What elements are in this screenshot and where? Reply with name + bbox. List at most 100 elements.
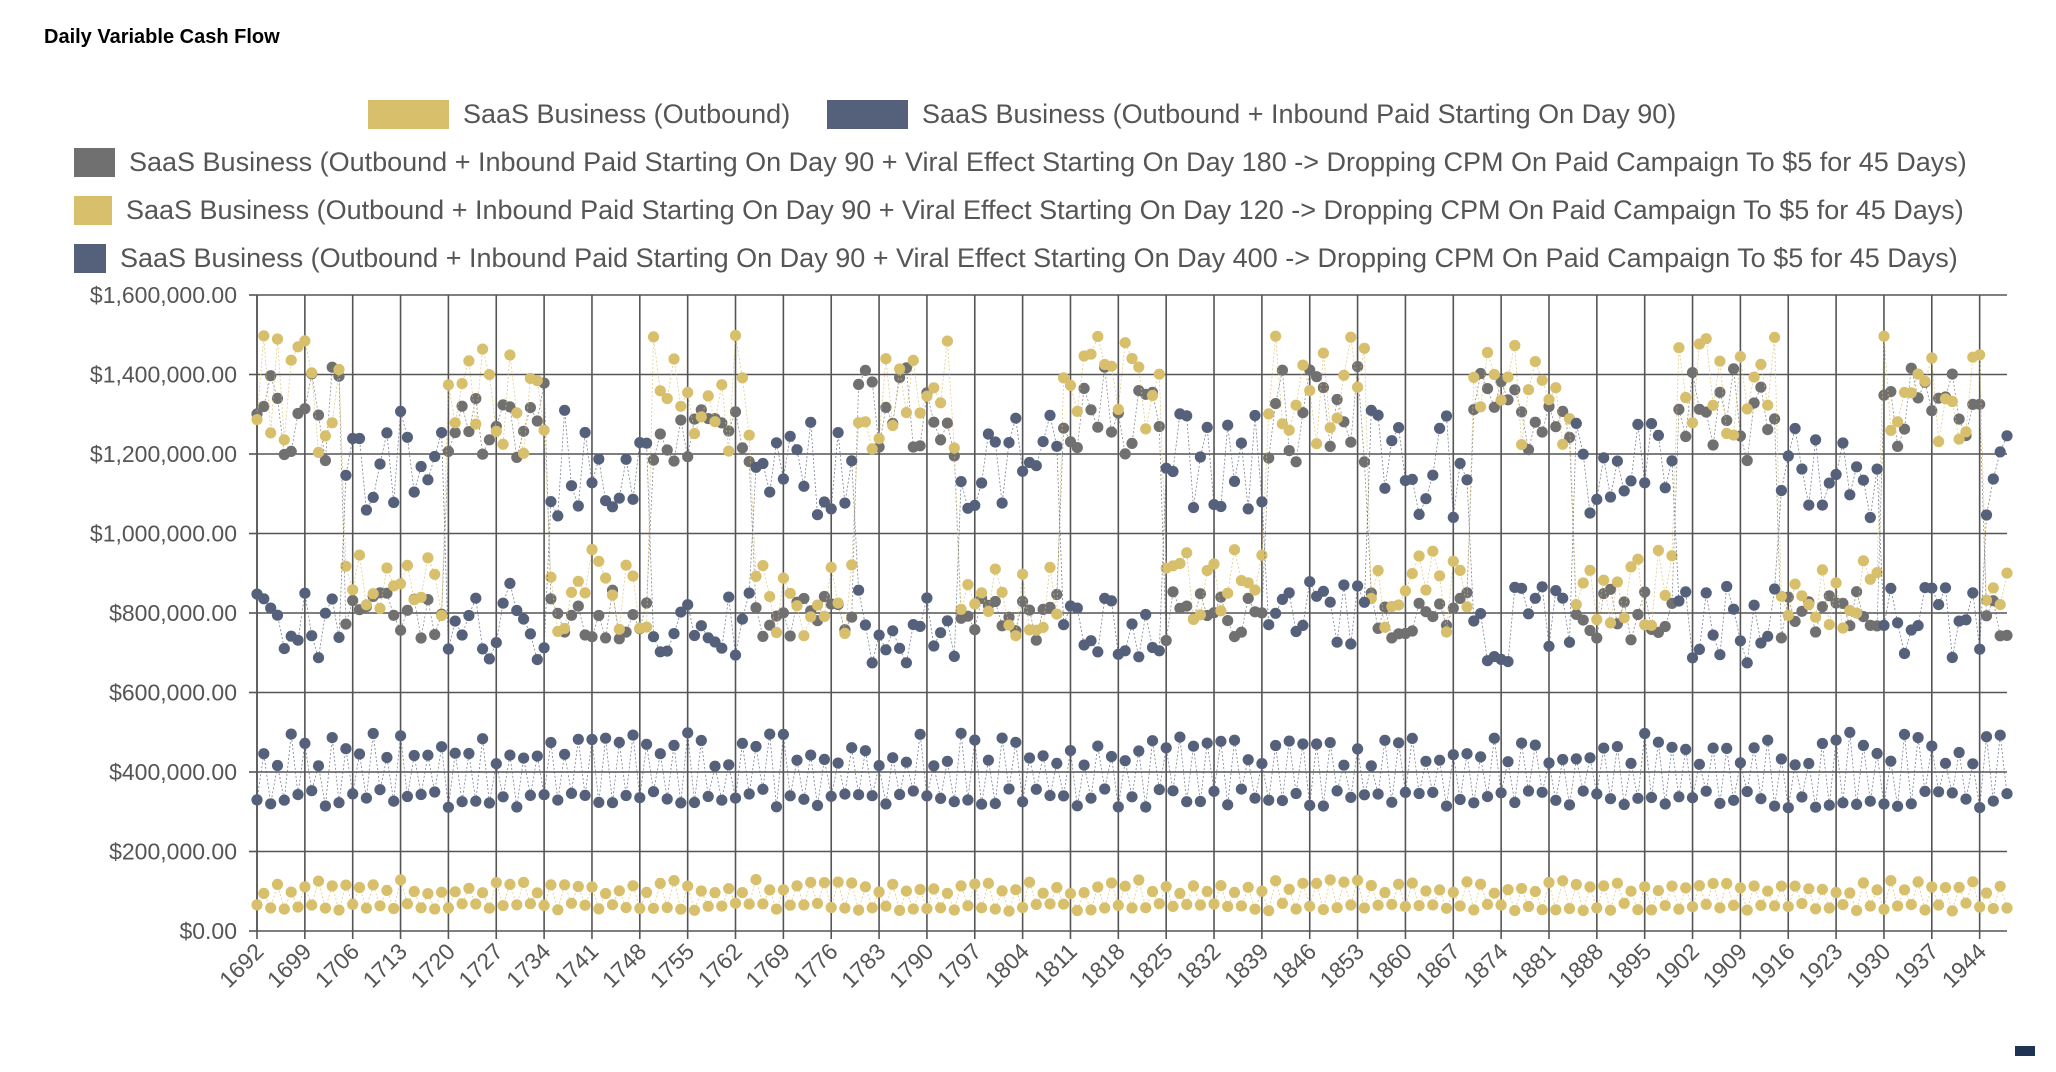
legend-item-outbound[interactable]: SaaS Business (Outbound) [368,99,790,130]
data-point-series-1 [511,801,523,813]
data-point-series-1 [791,754,803,766]
x-tick-label: 1762 [692,938,747,993]
data-point-series-3 [702,390,714,402]
data-point-series-3 [969,598,981,610]
data-point-series-2 [757,630,769,643]
data-point-series-1 [1625,757,1637,770]
data-point-series-4 [1577,448,1589,460]
data-point-series-2 [969,624,981,636]
data-point-series-0 [1140,902,1152,914]
data-point-series-4 [764,486,776,498]
data-point-series-0 [613,885,625,897]
data-point-series-1 [1591,788,1603,800]
data-point-series-0 [1037,887,1049,899]
data-point-series-1 [306,785,318,797]
data-point-series-1 [1331,785,1343,797]
data-point-series-4 [1331,636,1343,648]
data-point-series-4 [1714,649,1726,661]
data-point-series-4 [1789,422,1801,435]
data-point-series-4 [353,432,366,445]
data-point-series-2 [1550,421,1562,433]
data-point-series-3 [278,434,290,446]
data-point-series-0 [278,903,290,915]
data-point-series-0 [620,902,632,914]
data-point-series-3 [319,430,331,442]
data-point-series-3 [750,570,762,583]
data-point-series-0 [388,902,400,915]
data-point-series-1 [702,790,714,803]
data-point-series-4 [1700,587,1712,599]
data-point-series-1 [299,737,311,750]
data-point-series-0 [1201,885,1213,898]
data-point-series-3 [1317,347,1329,359]
x-tick-label: 1867 [1410,938,1465,993]
x-tick-label: 1923 [1793,938,1848,993]
data-point-series-3 [600,572,612,584]
legend-item-viral-120[interactable]: SaaS Business (Outbound + Inbound Paid S… [74,195,1964,226]
data-point-series-4 [1851,461,1863,473]
data-point-series-3 [1728,429,1740,441]
data-point-series-0 [1926,881,1938,893]
data-point-series-0 [552,904,564,916]
data-point-series-0 [1365,879,1377,892]
data-point-series-4 [859,619,872,631]
data-point-series-1 [777,728,790,741]
x-tick-label: 1713 [358,938,413,993]
data-point-series-2 [1700,406,1712,418]
data-point-series-1 [723,759,735,771]
legend-item-viral-400[interactable]: SaaS Business (Outbound + Inbound Paid S… [74,243,1958,274]
data-point-series-1 [1399,786,1411,799]
data-point-series-4 [1639,477,1651,489]
data-point-series-1 [1844,726,1856,739]
data-point-series-2 [853,378,865,390]
scroll-indicator[interactable] [2015,1046,2035,1056]
data-point-series-3 [579,587,591,599]
data-point-series-4 [1611,455,1623,467]
data-point-series-1 [1707,742,1719,754]
legend-item-inbound-90[interactable]: SaaS Business (Outbound + Inbound Paid S… [827,99,1676,130]
data-point-series-1 [1618,798,1630,811]
data-point-series-2 [1796,605,1808,617]
data-point-series-4 [1871,463,1883,475]
data-point-series-0 [887,878,899,890]
data-point-series-2 [750,602,762,614]
data-point-series-3 [1762,399,1774,411]
data-point-series-1 [1119,755,1131,767]
data-point-series-2 [1167,586,1179,598]
data-point-series-4 [1037,436,1049,448]
legend-label-viral-120: SaaS Business (Outbound + Inbound Paid S… [126,195,1964,225]
data-point-series-1 [859,745,872,757]
data-point-series-1 [1420,755,1432,767]
data-point-series-4 [1782,450,1794,462]
data-point-series-4 [1803,499,1815,511]
data-point-series-3 [1222,587,1234,599]
data-point-series-2 [1235,626,1247,638]
y-tick-label: $1,000,000.00 [90,521,237,547]
data-point-series-2 [1516,406,1528,418]
data-point-series-1 [271,759,284,772]
data-point-series-3 [1796,590,1808,602]
data-point-series-4 [1591,493,1603,505]
data-point-series-3 [497,438,509,450]
data-point-series-1 [278,794,290,806]
data-point-series-4 [798,480,810,492]
data-point-series-4 [1372,409,1384,421]
data-point-series-4 [1686,652,1699,664]
data-point-series-1 [1017,796,1029,808]
data-point-series-1 [1208,785,1220,797]
data-point-series-1 [1201,737,1213,749]
data-point-series-2 [1563,431,1576,443]
data-point-series-3 [620,559,632,571]
data-point-series-3 [1953,433,1965,445]
data-point-series-1 [381,751,393,764]
data-point-series-3 [1393,599,1405,611]
legend-item-viral-180[interactable]: SaaS Business (Outbound + Inbound Paid S… [74,147,1967,178]
data-point-series-2 [1461,587,1473,599]
data-point-series-0 [1454,900,1466,912]
data-point-series-3 [1522,384,1535,396]
data-point-series-0 [859,881,872,893]
data-point-series-1 [1495,787,1507,799]
data-point-series-0 [1447,886,1459,898]
data-point-series-0 [1481,898,1494,911]
data-point-series-2 [989,595,1001,608]
